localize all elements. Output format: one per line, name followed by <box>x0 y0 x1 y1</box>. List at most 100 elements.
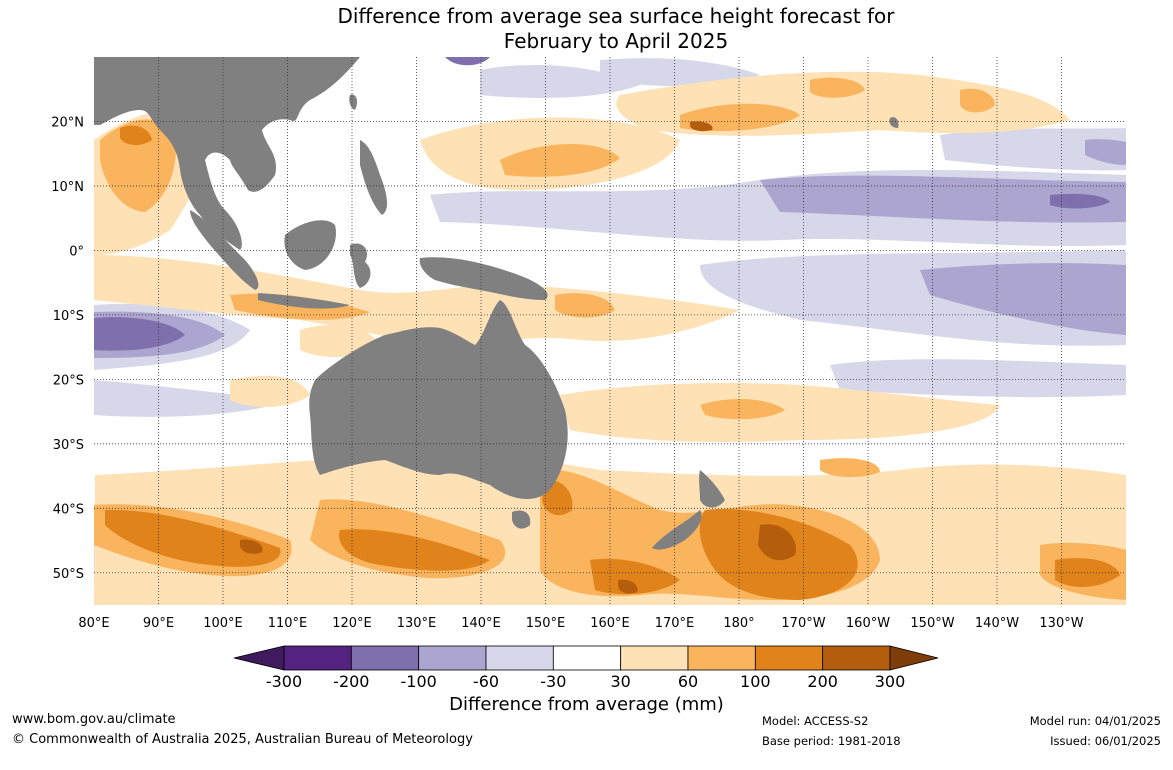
colorbar-extend-high <box>889 645 939 671</box>
x-tick-label: 170°W <box>781 616 825 631</box>
positive-anomaly-region <box>690 121 713 132</box>
negative-anomaly-region <box>940 128 1126 171</box>
negative-anomaly-region <box>830 359 1126 398</box>
model-run-date: Model run: 04/01/2025 <box>1029 714 1161 728</box>
positive-anomaly-region <box>590 558 680 595</box>
colorbar-tick-label: 60 <box>678 672 698 691</box>
website-link[interactable]: www.bom.gov.au/climate <box>12 712 176 727</box>
colorbar-segment <box>620 645 689 671</box>
landmass-hawaii <box>889 117 899 128</box>
chart-title: Difference from average sea surface heig… <box>0 4 1173 54</box>
landmass-tasmania <box>512 510 531 529</box>
x-tick-label: 160°W <box>846 616 890 631</box>
y-tick-label: 30°S <box>53 438 84 453</box>
y-tick-label: 50°S <box>53 567 84 582</box>
negative-anomaly-region <box>94 317 185 351</box>
x-tick-label: 170°E <box>655 616 695 631</box>
colorbar-segment <box>350 645 420 671</box>
title-line-1: Difference from average sea surface heig… <box>337 4 895 28</box>
positive-anomaly-region <box>820 458 880 478</box>
colorbar-tick-label: 200 <box>807 672 838 691</box>
landmass-new-zealand-south <box>652 510 702 550</box>
title-line-2: February to April 2025 <box>503 29 729 53</box>
colorbar-tick-label: -300 <box>266 672 302 691</box>
positive-anomaly-region <box>500 143 620 177</box>
positive-anomaly-region <box>680 103 800 132</box>
x-tick-label: 140°W <box>975 616 1019 631</box>
landmass-sumatra <box>190 210 259 290</box>
colorbar <box>233 645 939 671</box>
x-tick-label: 150°E <box>526 616 566 631</box>
landmass-sulawesi <box>350 243 371 288</box>
colorbar-segment <box>754 645 824 671</box>
negative-anomaly-region <box>1085 139 1126 165</box>
positive-anomaly-region <box>240 539 263 554</box>
x-tick-label: 110°E <box>268 616 308 631</box>
positive-anomaly-region <box>339 529 490 571</box>
landmass-philippines <box>360 140 388 215</box>
colorbar-segment <box>418 645 487 671</box>
landmass-australia <box>309 300 568 500</box>
landmass-new-zealand-north <box>699 470 725 508</box>
negative-anomaly-region <box>94 380 290 417</box>
x-tick-label: 180° <box>723 616 754 631</box>
positive-anomaly-region <box>810 77 865 98</box>
x-tick-label: 160°E <box>590 616 630 631</box>
x-tick-label: 90°E <box>143 616 174 631</box>
colorbar-tick-label: -60 <box>473 672 499 691</box>
colorbar-labels: -300 -200 -100 -60 -30 30 60 100 200 300 <box>266 672 905 691</box>
positive-anomaly-region <box>618 579 638 594</box>
colorbar-tick-label: 300 <box>875 672 906 691</box>
colorbar-tick-label: -100 <box>401 672 437 691</box>
y-tick-label: 40°S <box>53 502 84 517</box>
positive-anomaly-region <box>120 125 152 146</box>
base-period: Base period: 1981-2018 <box>762 734 901 748</box>
landmass-taiwan <box>349 94 358 110</box>
negative-anomaly-region <box>920 263 1126 335</box>
colorbar-extend-low <box>233 645 285 671</box>
y-tick-label: 20°S <box>53 373 84 388</box>
x-tick-label: 100°E <box>203 616 243 631</box>
positive-anomaly-region <box>758 524 796 561</box>
positive-anomaly-region <box>105 509 281 567</box>
copyright-text: © Commonwealth of Australia 2025, Austra… <box>12 732 473 747</box>
colorbar-segment <box>283 645 352 671</box>
colorbar-segment <box>687 645 756 671</box>
colorbar-title: Difference from average (mm) <box>449 694 724 715</box>
negative-anomaly-region <box>760 175 1126 223</box>
x-tick-label: 130°W <box>1039 616 1083 631</box>
issued-date: Issued: 06/01/2025 <box>1050 734 1161 748</box>
x-tick-label: 140°E <box>461 616 501 631</box>
x-axis-labels: 80°E 90°E 100°E 110°E 120°E 130°E 140°E 150°E 16… <box>78 616 1083 631</box>
y-tick-label: 20°N <box>51 115 84 130</box>
y-tick-label: 10°N <box>51 180 84 195</box>
gridlines <box>94 57 1126 605</box>
x-tick-label: 150°W <box>910 616 954 631</box>
positive-anomaly-region <box>960 88 995 113</box>
negative-anomaly-region <box>600 58 760 87</box>
landmass-asia <box>94 57 360 250</box>
landmass-new-guinea <box>419 257 548 300</box>
colorbar-tick-label: 100 <box>740 672 771 691</box>
colorbar-segment <box>822 645 891 671</box>
positive-anomaly-region <box>230 375 310 407</box>
x-tick-label: 120°E <box>332 616 372 631</box>
x-tick-label: 80°E <box>78 616 109 631</box>
y-tick-label: 10°S <box>53 309 84 324</box>
landmass-borneo <box>284 220 336 270</box>
y-tick-label: 0° <box>69 244 84 259</box>
negative-anomaly-region <box>1050 193 1110 209</box>
colorbar-segment <box>485 645 554 671</box>
colorbar-tick-label: 30 <box>610 672 630 691</box>
colorbar-segment <box>552 645 622 671</box>
colorbar-tick-label: -30 <box>540 672 566 691</box>
positive-anomaly-region <box>555 293 615 318</box>
colorbar-tick-label: -200 <box>333 672 369 691</box>
landmass-java <box>258 293 350 309</box>
x-tick-label: 130°E <box>397 616 437 631</box>
negative-anomaly-region <box>445 57 490 66</box>
land <box>94 57 899 550</box>
positive-anomaly-region <box>100 119 176 212</box>
positive-anomaly-region <box>700 398 785 420</box>
